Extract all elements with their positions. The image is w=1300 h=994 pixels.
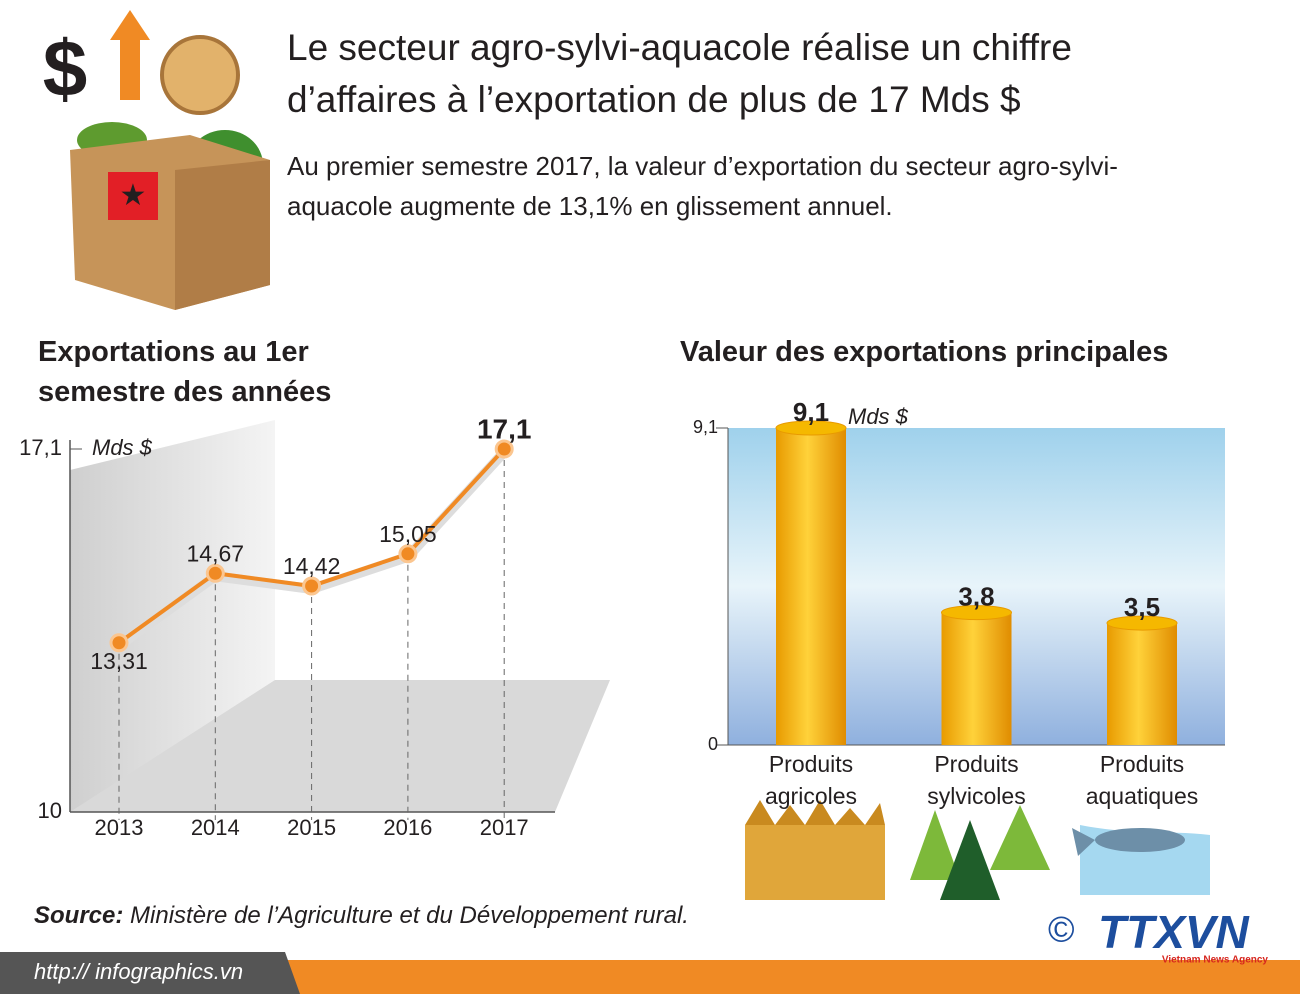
fish-icon	[1072, 825, 1210, 895]
bar	[941, 612, 1012, 745]
agency: Vietnam News Agency	[1162, 955, 1269, 966]
source-text: Ministère de l’Agriculture et du Dévelop…	[130, 902, 689, 929]
panel-floor	[70, 680, 610, 812]
footer-url: http:// infographics.vn	[34, 959, 243, 984]
x-tick-label: 2014	[191, 815, 240, 840]
point	[205, 563, 225, 583]
title: Le secteur agro-sylvi-aquacole réalise u…	[287, 27, 1072, 120]
bar-top	[941, 605, 1012, 621]
bar	[1107, 623, 1177, 745]
bar-top	[775, 420, 847, 436]
subtitle: Au premier semestre 2017, la valeur d’ex…	[287, 151, 1118, 221]
value-label: 9,1	[793, 397, 829, 427]
x-tick-label: 2015	[287, 815, 336, 840]
point	[109, 633, 129, 653]
brand: TTXVN	[1098, 906, 1250, 958]
footer-tab	[0, 952, 300, 994]
point	[302, 576, 322, 596]
y-tick-label: 9,1	[693, 417, 718, 437]
value-label: 13,31	[90, 648, 148, 674]
chart-title: Valeur des exportations principales	[680, 336, 1169, 368]
value-label: 15,05	[379, 521, 437, 547]
value-label: 3,8	[958, 582, 994, 612]
source: Source: Ministère de l’Agriculture et du…	[34, 902, 689, 930]
y-tick-label: 17,1	[19, 435, 62, 460]
unit-label: Mds $	[92, 435, 153, 460]
source-label: Source:	[34, 902, 124, 929]
wheat-icon	[745, 800, 885, 900]
unit-label: Mds $	[848, 404, 909, 429]
x-tick-label: 2017	[480, 815, 529, 840]
x-tick-label: 2013	[95, 815, 144, 840]
value-label: 14,42	[283, 553, 341, 579]
icon-box: $ ★	[43, 10, 270, 310]
x-tick-label: Produits sylvicoles	[927, 751, 1026, 809]
y-tick-label: 0	[708, 734, 718, 754]
value-label: 3,5	[1124, 592, 1160, 622]
x-tick-label: 2016	[383, 815, 432, 840]
x-tick-label: Produits aquatiques	[1085, 751, 1199, 809]
trees-icon	[910, 805, 1050, 900]
bar-top	[1106, 615, 1178, 631]
x-tick-label: Produits agricoles	[764, 751, 858, 809]
bar	[776, 428, 846, 745]
point	[494, 439, 514, 459]
value-label: 14,67	[187, 540, 245, 566]
point	[398, 544, 418, 564]
svg-text:$: $	[43, 24, 88, 113]
y-tick-label: 10	[38, 798, 62, 823]
copyright: ©	[1048, 909, 1075, 950]
svg-text:★: ★	[120, 179, 147, 212]
chart-title: Exportations au 1er semestre des années	[38, 336, 332, 408]
value-label: 17,1	[477, 413, 532, 444]
